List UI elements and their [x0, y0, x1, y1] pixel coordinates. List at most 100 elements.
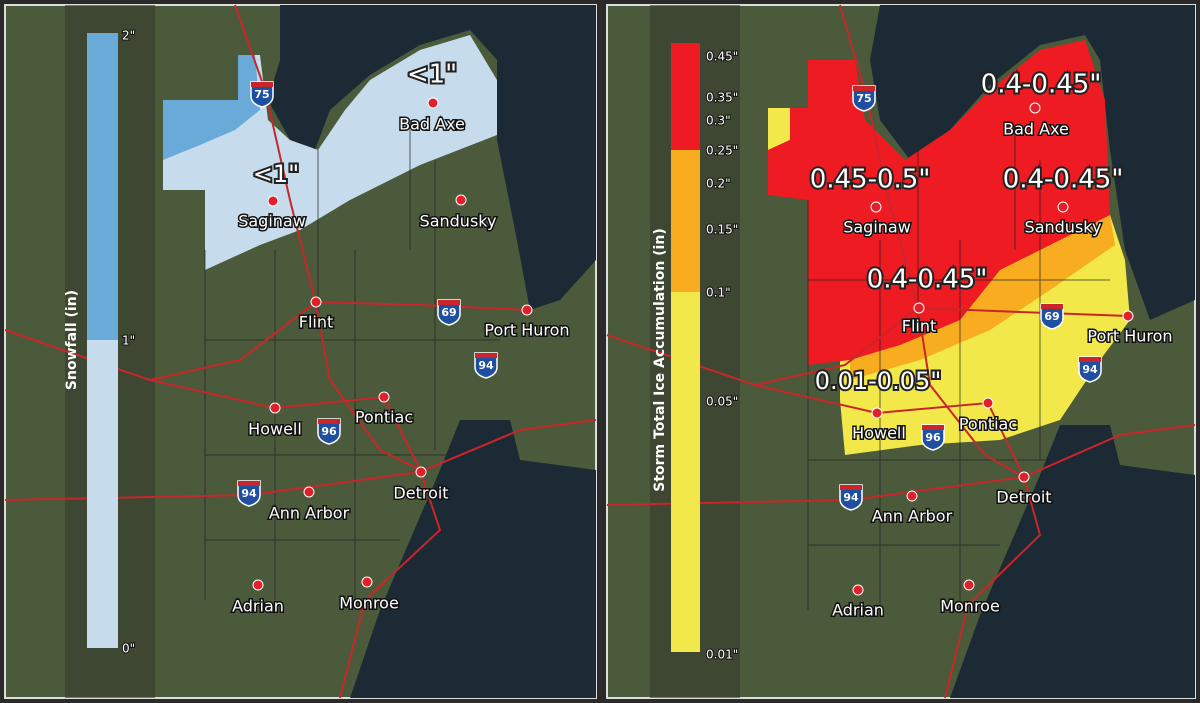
city-dot: [427, 97, 439, 109]
legend-title: Storm Total Ice Accumulation (in): [652, 228, 668, 491]
legend-tick: 0.3": [706, 114, 731, 128]
amount-label: <1": [253, 160, 299, 188]
shield-number: 75: [254, 88, 269, 101]
legend-tick: 0.01": [706, 648, 738, 662]
city-label: Howell: [248, 420, 302, 439]
city-label: Sandusky: [420, 212, 497, 231]
city-label: Bad Axe: [399, 115, 465, 134]
shield-number: 94: [241, 487, 257, 500]
legend-title: Snowfall (in): [64, 290, 80, 390]
legend-tick: 2": [122, 29, 135, 43]
city-label: Pontiac: [355, 408, 413, 427]
interstate-shield: [437, 299, 461, 326]
legend-tick: 0.45": [706, 50, 738, 64]
shield-top: [238, 481, 260, 486]
city-dot: [963, 579, 975, 591]
legend-bar-low: [87, 340, 118, 648]
legend-tick: 0.15": [706, 223, 738, 237]
city-dot: [521, 304, 533, 316]
legend-tick: 1": [122, 334, 135, 348]
city-dot: [303, 486, 315, 498]
shield-top: [438, 300, 460, 305]
shield-top: [922, 425, 944, 430]
city-label: Pontiac: [959, 415, 1017, 434]
city-dot: [310, 296, 322, 308]
right-map: [606, 4, 1196, 699]
amount-label: 0.45-0.5": [810, 165, 931, 195]
shield-top: [1079, 357, 1101, 362]
city-dot: [267, 195, 279, 207]
shield-number: 69: [1044, 310, 1059, 323]
city-dot: [415, 466, 427, 478]
legend-bar-orange: [671, 150, 700, 292]
city-label: Detroit: [996, 488, 1051, 507]
city-label: Port Huron: [1087, 327, 1172, 346]
city-label: Sandusky: [1025, 218, 1102, 237]
legend-bar-red: [671, 43, 700, 150]
legend-tick: 0.05": [706, 395, 738, 409]
city-label: Adrian: [832, 601, 884, 620]
legend-tick: 0.1": [706, 286, 731, 300]
interstate-shield: [852, 85, 876, 112]
city-dot: [870, 201, 882, 213]
amount-label: 0.4-0.45": [981, 70, 1102, 100]
city-label: Monroe: [940, 597, 1000, 616]
city-dot: [1029, 102, 1041, 114]
amount-label: <1": [407, 60, 457, 90]
city-label: Howell: [852, 424, 906, 443]
shield-top: [475, 353, 497, 358]
city-label: Flint: [299, 313, 334, 332]
shield-top: [840, 485, 862, 490]
shield-number: 94: [843, 491, 859, 504]
shield-number: 69: [441, 306, 456, 319]
left-map: [4, 4, 597, 699]
legend-tick: 0.25": [706, 144, 738, 158]
city-label: Ann Arbor: [872, 507, 953, 526]
city-dot: [913, 302, 925, 314]
city-dot: [1122, 310, 1134, 322]
city-dot: [852, 584, 864, 596]
interstate-shield: [921, 424, 945, 451]
city-label: Bad Axe: [1003, 120, 1069, 139]
shield-number: 94: [1082, 363, 1098, 376]
shield-top: [318, 419, 340, 424]
amount-label: 0.01-0.05": [815, 367, 942, 395]
city-dot: [378, 391, 390, 403]
city-dot: [1057, 201, 1069, 213]
legend-tick: 0.2": [706, 177, 731, 191]
interstate-shield: [237, 480, 261, 507]
legend-bar-high: [87, 33, 118, 340]
city-label: Flint: [902, 317, 937, 336]
shield-top: [853, 86, 875, 91]
interstate-shield: [1040, 303, 1064, 330]
city-label: Monroe: [339, 594, 399, 613]
interstate-shield: [474, 352, 498, 379]
legend-tick: 0": [122, 642, 135, 656]
city-dot: [252, 579, 264, 591]
city-dot: [361, 576, 373, 588]
amount-label: 0.4-0.45": [1003, 165, 1124, 195]
city-label: Ann Arbor: [269, 504, 350, 523]
interstate-shield: [1078, 356, 1102, 383]
legend-tick: 0.35": [706, 91, 738, 105]
city-dot: [982, 397, 994, 409]
shield-top: [251, 82, 273, 87]
city-dot: [1018, 471, 1030, 483]
shield-number: 96: [925, 431, 941, 444]
city-dot: [871, 407, 883, 419]
shield-number: 75: [856, 92, 871, 105]
interstate-shield: [839, 484, 863, 511]
city-label: Adrian: [232, 597, 284, 616]
city-label: Detroit: [393, 484, 448, 503]
city-label: Saginaw: [843, 218, 911, 237]
city-label: Saginaw: [238, 212, 306, 231]
city-dot: [455, 194, 467, 206]
city-dot: [906, 490, 918, 502]
shield-number: 94: [478, 359, 494, 372]
interstate-shield: [317, 418, 341, 445]
interstate-shield: [250, 81, 274, 108]
amount-label: 0.4-0.45": [867, 265, 988, 295]
city-label: Port Huron: [484, 321, 569, 340]
legend-bar-yellow: [671, 292, 700, 652]
